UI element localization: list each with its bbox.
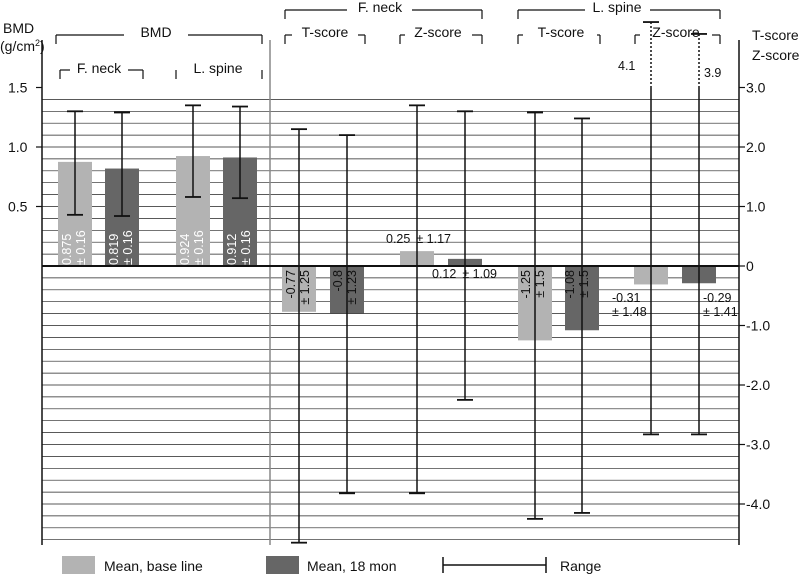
header-fneck-t: T-score bbox=[302, 24, 349, 40]
legend-swatch-18mon bbox=[266, 556, 299, 574]
label-lspine-z-base: -0.31 ± 1.48 bbox=[612, 291, 647, 319]
left-tick-label: 1.5 bbox=[8, 80, 28, 96]
grid-lines bbox=[42, 99, 739, 541]
range-whiskers bbox=[67, 21, 707, 544]
label-lspine-z-18-sd: ± 1.41 bbox=[703, 305, 738, 319]
right-tick-label: 1.0 bbox=[746, 199, 766, 215]
right-axis-title-t: T-score bbox=[752, 27, 799, 43]
left-tick-label: 1.0 bbox=[8, 139, 28, 155]
label-bmd-lspine-base-value: 0.924 bbox=[178, 234, 192, 265]
header-lspine-t: T-score bbox=[538, 24, 585, 40]
label-fneck-t-base-sd: ± 1.25 bbox=[298, 270, 312, 305]
label-bmd-lspine-base: 0.924± 0.16 bbox=[178, 230, 206, 265]
label-bmd-lspine-18-sd: ± 0.16 bbox=[239, 230, 253, 265]
label-lspine-t-base: -1.25± 1.5 bbox=[519, 270, 547, 299]
legend-label-18mon: Mean, 18 mon bbox=[307, 558, 397, 574]
group-brackets bbox=[55, 9, 721, 79]
label-fneck-z-base: 0.25 ± 1.17 bbox=[386, 232, 451, 246]
header-fneck-z: Z-score bbox=[414, 24, 462, 40]
right-tick-label: -4.0 bbox=[746, 496, 770, 512]
header-bmd: BMD bbox=[140, 24, 171, 40]
label-lspine-t-18-value: -1.08 bbox=[563, 270, 577, 299]
left-axis-unit-sup: 2 bbox=[35, 38, 40, 48]
label-bmd-fneck-18-value: 0.819 bbox=[107, 234, 121, 265]
label-bmd-fneck-18-sd: ± 0.16 bbox=[121, 230, 135, 265]
left-axis-unit-a: (g/cm bbox=[0, 38, 35, 54]
legend: Mean, base line Mean, 18 mon Range bbox=[62, 556, 601, 574]
label-lspine-z-base-sd: ± 1.48 bbox=[612, 305, 647, 319]
value-labels: 0.875± 0.16 0.819± 0.16 0.924± 0.16 0.91… bbox=[60, 59, 738, 319]
left-axis-unit: (g/cm2) bbox=[0, 38, 45, 54]
right-tick-label: 0 bbox=[746, 258, 754, 274]
label-lspine-z-base-max: 4.1 bbox=[618, 59, 635, 73]
label-lspine-t-base-value: -1.25 bbox=[519, 270, 533, 299]
right-tick-label: 3.0 bbox=[746, 80, 766, 96]
label-bmd-fneck-18: 0.819± 0.16 bbox=[107, 230, 135, 265]
label-fneck-z-base-value: 0.25 bbox=[386, 232, 410, 246]
label-lspine-z-18-value: -0.29 bbox=[703, 291, 732, 305]
header-lspine-z: Z-score bbox=[652, 24, 700, 40]
header-lspine: L. spine bbox=[592, 0, 641, 15]
right-tick-label: 2.0 bbox=[746, 139, 766, 155]
label-fneck-t-base: -0.77± 1.25 bbox=[284, 270, 312, 305]
label-fneck-z-18-value: 0.12 bbox=[432, 267, 456, 281]
right-axis-title-z: Z-score bbox=[752, 47, 799, 63]
label-fneck-z-18-sd: ± 1.09 bbox=[462, 267, 497, 281]
label-fneck-t-18: -0.8± 1.23 bbox=[331, 270, 359, 305]
header-bmd-fneck: F. neck bbox=[77, 60, 122, 76]
label-lspine-t-base-sd: ± 1.5 bbox=[533, 270, 547, 298]
label-lspine-z-18-max: 3.9 bbox=[704, 66, 721, 80]
right-tick-label: -2.0 bbox=[746, 377, 770, 393]
label-fneck-z-base-sd: ± 1.17 bbox=[416, 232, 451, 246]
legend-label-baseline: Mean, base line bbox=[104, 558, 203, 574]
label-lspine-z-base-value: -0.31 bbox=[612, 291, 641, 305]
axis-ticks: 0.5 1.0 1.5 3.0 2.0 1.0 0 -1.0 -2.0 -3.0 -4.0 bbox=[8, 80, 770, 513]
bars-layer bbox=[58, 156, 716, 341]
left-axis-unit-b: ) bbox=[40, 38, 45, 54]
label-lspine-t-18-sd: ± 1.5 bbox=[577, 270, 591, 298]
label-fneck-t-18-value: -0.8 bbox=[331, 270, 345, 292]
label-bmd-lspine-18-value: 0.912 bbox=[225, 234, 239, 265]
right-tick-label: -1.0 bbox=[746, 318, 770, 334]
label-fneck-t-18-sd: ± 1.23 bbox=[345, 270, 359, 305]
left-tick-label: 0.5 bbox=[8, 199, 28, 215]
legend-swatch-baseline bbox=[62, 556, 95, 574]
label-bmd-fneck-base: 0.875± 0.16 bbox=[60, 230, 88, 265]
label-bmd-fneck-base-sd: ± 0.16 bbox=[74, 230, 88, 265]
right-tick-label: -3.0 bbox=[746, 437, 770, 453]
label-bmd-lspine-18: 0.912± 0.16 bbox=[225, 230, 253, 265]
label-fneck-t-base-value: -0.77 bbox=[284, 270, 298, 299]
label-fneck-z-18: 0.12 ± 1.09 bbox=[432, 267, 497, 281]
header-fneck: F. neck bbox=[358, 0, 403, 15]
header-bmd-lspine: L. spine bbox=[193, 60, 242, 76]
left-axis-title: BMD bbox=[3, 20, 34, 36]
label-lspine-z-18: -0.29 ± 1.41 bbox=[703, 291, 738, 319]
label-lspine-t-18: -1.08± 1.5 bbox=[563, 270, 591, 299]
label-bmd-lspine-base-sd: ± 0.16 bbox=[192, 230, 206, 265]
legend-label-range: Range bbox=[560, 558, 601, 574]
label-bmd-fneck-base-value: 0.875 bbox=[60, 234, 74, 265]
